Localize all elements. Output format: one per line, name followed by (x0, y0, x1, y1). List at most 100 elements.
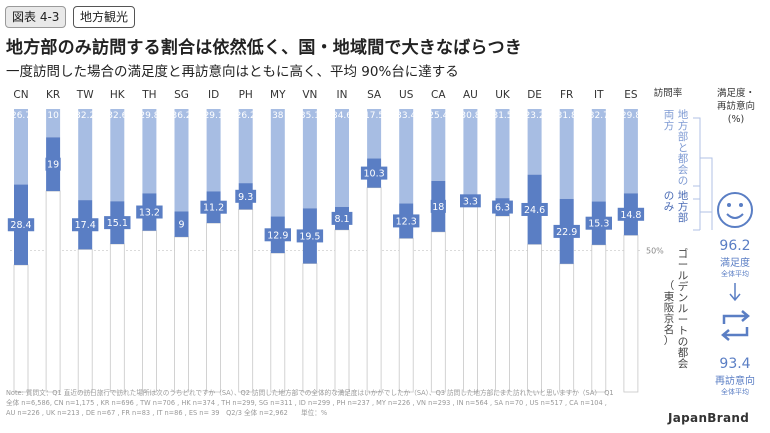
side-label-local-2-char: の (664, 190, 675, 202)
value-label-bg (176, 217, 187, 231)
bar-golden-id (206, 222, 222, 393)
value-label-local: 12.9 (267, 230, 288, 241)
bar-both-sg (174, 109, 189, 212)
visit-rate-header: 訪問率 (654, 87, 683, 99)
bar-both-tw (78, 109, 93, 201)
side-label-local-2-char: み (664, 201, 675, 213)
category-label-vn: VN (302, 89, 317, 101)
value-label-both: 33.4 (396, 111, 416, 121)
side-label-both-1-char: 方 (678, 119, 689, 132)
bar-both-id (206, 109, 221, 192)
value-label-bg (7, 218, 35, 232)
bar-golden-cn (13, 264, 29, 393)
value-label-bg (72, 218, 99, 232)
value-label-both: 32.2 (75, 111, 95, 121)
revisit-value: 93.4 (719, 356, 750, 372)
side-label-both-1-char: の (678, 175, 689, 187)
category-label-uk: UK (495, 89, 511, 101)
category-label-tw: TW (76, 89, 94, 101)
chart-title: 地方部のみ訪問する割合は依然低く、国・地域間で大きなばらつき (6, 38, 522, 58)
value-label-both: 30.8 (460, 111, 480, 121)
category-label-in: IN (337, 89, 348, 101)
value-label-bg (264, 228, 291, 242)
bar-both-uk (495, 109, 510, 199)
bar-golden-my (270, 252, 286, 393)
value-label-local: 15.1 (107, 218, 128, 229)
side-label-local-1-char: 部 (678, 211, 689, 224)
bar-golden-ph (238, 209, 254, 393)
bar-both-de (527, 109, 542, 175)
value-label-bg (553, 224, 580, 238)
value-label-local: 6.3 (495, 203, 510, 214)
bar-golden-tw (77, 248, 93, 393)
category-label-cn: CN (13, 89, 28, 101)
side-label-golden-2-char: （ (664, 280, 675, 292)
category-label-my: MY (270, 89, 286, 101)
bar-golden-fr (559, 263, 575, 393)
summary-header-3: (%) (728, 114, 744, 125)
value-label-both: 38 (272, 111, 284, 121)
value-label-bg (200, 200, 227, 214)
smiley-icon (717, 192, 753, 228)
side-label-golden-2-char: 京 (664, 312, 675, 325)
value-label-both: 29.1 (204, 111, 224, 121)
bar-both-th (142, 109, 157, 194)
arrow-down-icon (729, 283, 741, 302)
side-label-golden-1-char: ト (678, 325, 689, 337)
bar-both-ca (431, 109, 446, 181)
value-label-bg (492, 200, 513, 214)
bar-golden-th (141, 230, 157, 393)
side-label-golden-1-char: デ (678, 280, 689, 293)
category-label-ph: PH (239, 89, 253, 101)
bar-golden-hk (109, 243, 125, 393)
side-label-both-1-char: 会 (678, 163, 689, 176)
bar-golden-es (623, 234, 639, 393)
value-label-bg (235, 189, 257, 203)
side-label-both-1-char: と (678, 142, 689, 154)
value-label-both: 29.8 (621, 111, 641, 121)
bar-golden-it (591, 244, 607, 393)
repeat-icon (721, 310, 750, 341)
bar-both-my (270, 109, 285, 217)
category-label-sa: SA (367, 89, 382, 101)
bar-golden-kr (45, 190, 61, 393)
bar-golden-vn (302, 263, 318, 393)
bar-golden-de (527, 243, 542, 393)
category-label-it: IT (594, 89, 604, 101)
smiley-eye-right (739, 203, 743, 207)
value-label-local: 15.3 (588, 219, 609, 230)
value-label-both: 32.7 (589, 111, 609, 121)
value-label-local: 14.8 (620, 210, 641, 221)
side-label-both-2-char: 両 (664, 109, 675, 121)
value-label-both: 10 (47, 111, 59, 121)
bar-golden-sa (366, 187, 382, 393)
summary-bracket (693, 117, 713, 231)
side-label-golden-1-char: ー (678, 314, 689, 326)
value-label-bg (430, 199, 446, 213)
value-label-both: 31.5 (492, 111, 512, 121)
value-label-local: 13.2 (139, 208, 160, 219)
side-label-both-1-char: 地 (678, 108, 689, 121)
bar-golden-uk (495, 215, 510, 393)
side-label-both-1-char: 都 (678, 153, 689, 165)
value-label-bg (617, 207, 645, 221)
side-label-local-1-char: 地 (678, 189, 689, 202)
bar-golden-in (334, 229, 350, 393)
value-label-local: 11.2 (203, 203, 224, 214)
summary-header-1: 満足度・ (717, 87, 755, 99)
value-label-local: 17.4 (75, 220, 96, 231)
value-label-both: 32.6 (107, 111, 127, 121)
value-label-bg (521, 202, 548, 216)
side-label-golden-2-char: 名 (664, 323, 675, 336)
value-label-local: 3.3 (463, 196, 478, 207)
reference-line-label: 50% (646, 247, 664, 256)
summary-header-2: 再訪意向 (717, 100, 755, 112)
bar-golden-sg (174, 236, 189, 393)
value-label-bg (393, 214, 420, 228)
bar-golden-us (398, 237, 414, 393)
value-label-bg (45, 157, 61, 171)
category-label-th: TH (141, 89, 156, 101)
